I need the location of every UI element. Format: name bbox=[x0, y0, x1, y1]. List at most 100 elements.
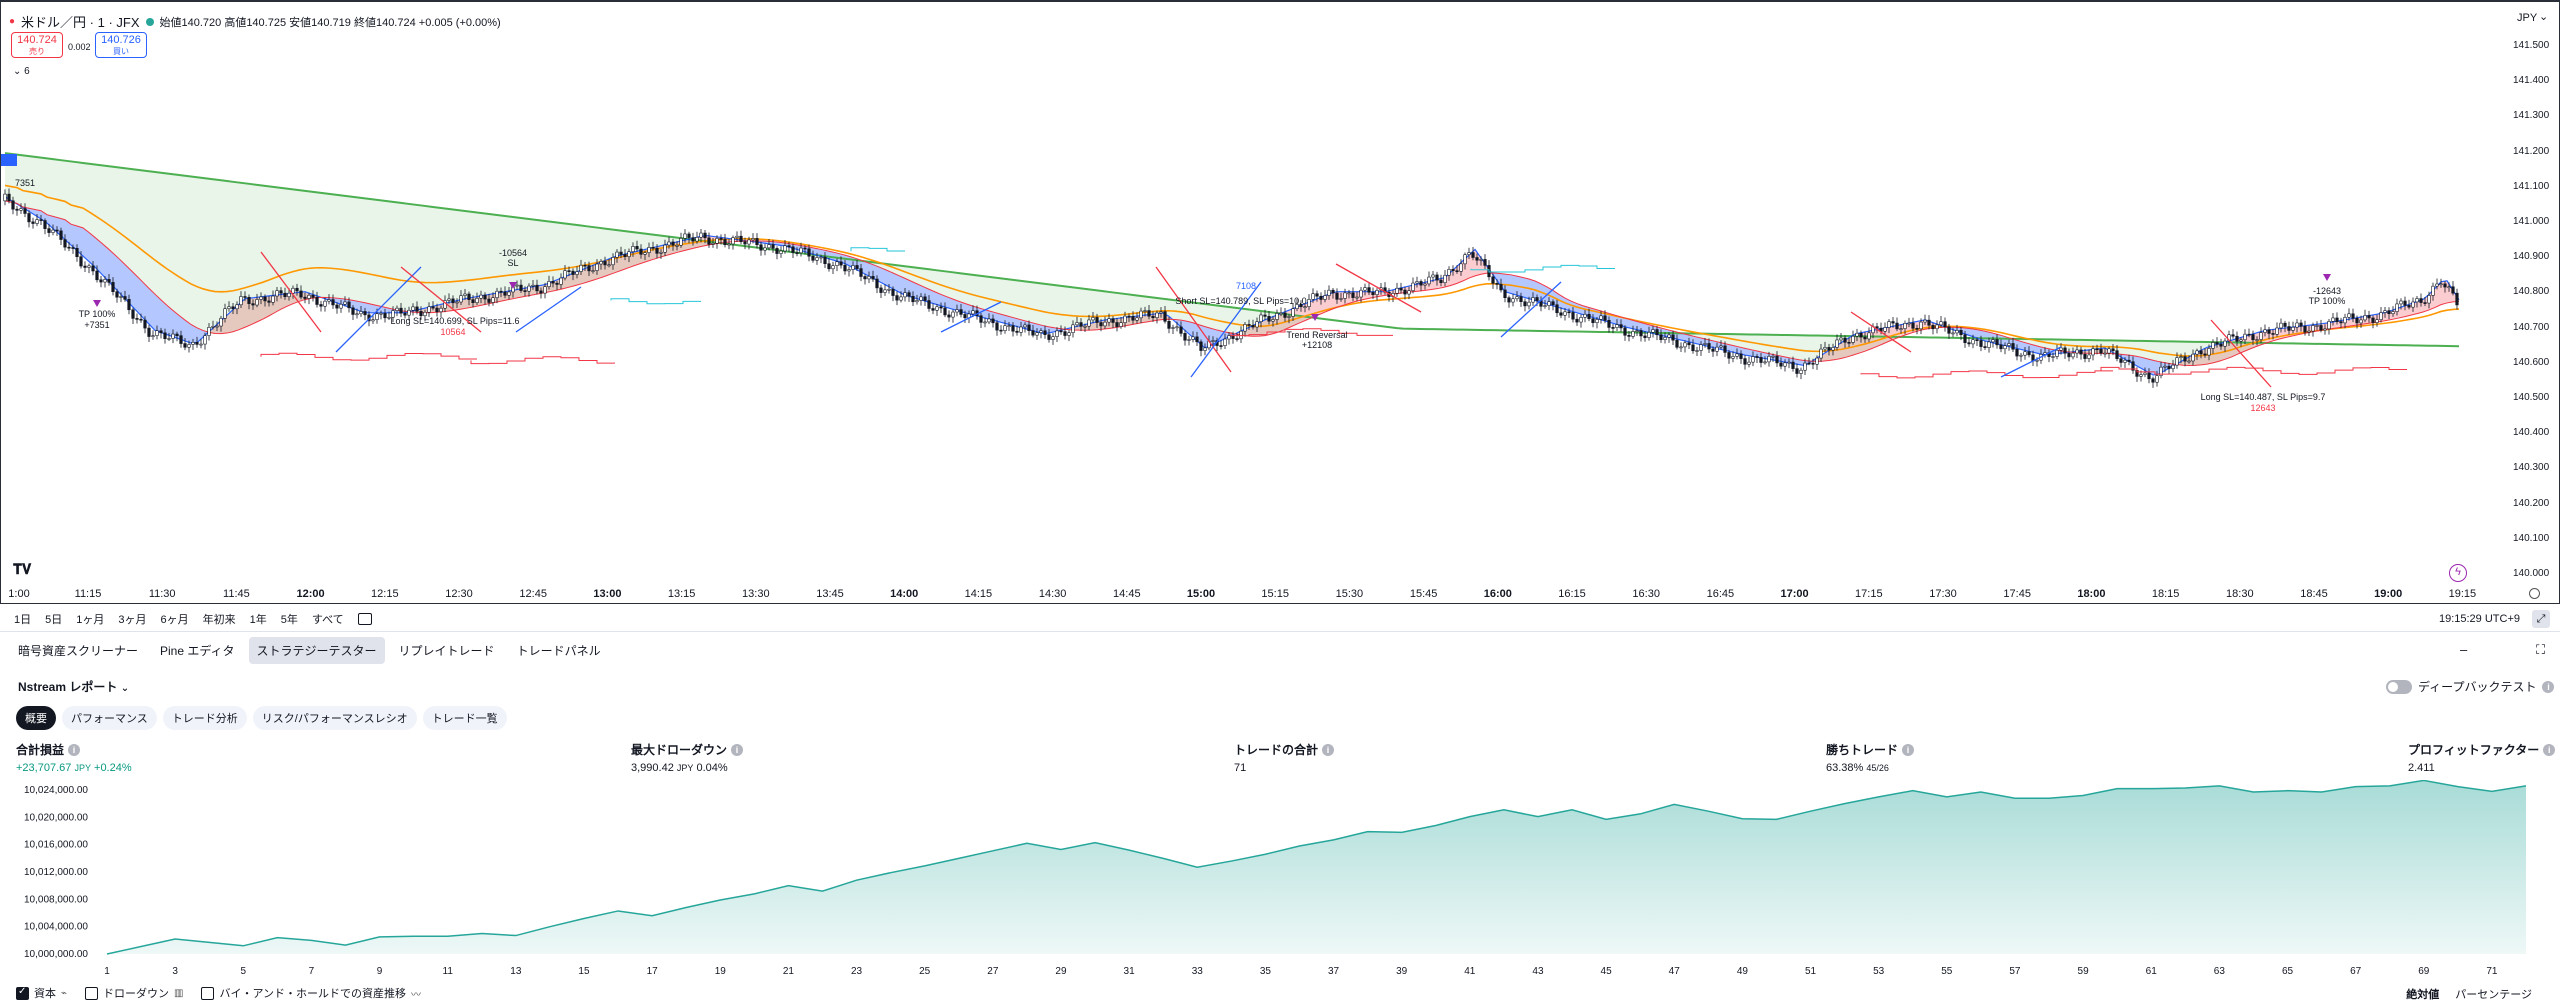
chevron-down-icon: ⌄ bbox=[13, 66, 22, 77]
range-ytd[interactable]: 年初来 bbox=[202, 613, 236, 626]
info-icon[interactable]: i bbox=[1322, 743, 1335, 756]
area-chart-icon: ⌁ bbox=[61, 987, 68, 999]
trade-annotation: Long SL=140.487, SL Pips=9.7 bbox=[2201, 392, 2326, 402]
equity-x-tick-label: 31 bbox=[1124, 966, 1136, 977]
clock-display[interactable]: 19:15:29 UTC+9 bbox=[2438, 613, 2520, 625]
sell-button[interactable]: 140.724 売り bbox=[11, 32, 63, 58]
equity-x-tick-label: 53 bbox=[1873, 966, 1885, 977]
exit-marker-icon bbox=[509, 282, 517, 289]
equity-x-tick-label: 27 bbox=[987, 966, 999, 977]
buy-button[interactable]: 140.726 買い bbox=[95, 32, 147, 58]
symbol-name[interactable]: 米ドル／円 · 1 · JFX bbox=[21, 15, 140, 30]
metric-label: 合計損益 bbox=[16, 743, 65, 757]
range-5y[interactable]: 5年 bbox=[280, 613, 298, 626]
chevron-down-icon[interactable]: ⌄ bbox=[2539, 11, 2549, 23]
subtab-trade-list[interactable]: トレード一覧 bbox=[422, 706, 507, 730]
range-1y[interactable]: 1年 bbox=[249, 613, 267, 626]
metric-profit-factor: プロフィットファクター i 2.411 bbox=[2408, 741, 2556, 774]
info-icon[interactable]: i bbox=[68, 743, 81, 756]
expand-icon[interactable]: ⤢ bbox=[2532, 610, 2550, 628]
minimize-icon[interactable]: – bbox=[2460, 642, 2468, 657]
equity-x-tick-label: 13 bbox=[510, 966, 522, 977]
info-icon[interactable]: i bbox=[731, 743, 744, 756]
price-tick-label: 140.000 bbox=[2513, 568, 2550, 579]
tab-crypto-screener[interactable]: 暗号資産スクリーナー bbox=[18, 643, 139, 658]
time-tick-label: 16:45 bbox=[1706, 588, 1735, 600]
metric-value: +23,707.67 bbox=[16, 762, 72, 774]
subtab-performance[interactable]: パフォーマンス bbox=[62, 706, 157, 730]
range-6m[interactable]: 6ヶ月 bbox=[160, 613, 189, 626]
equity-x-tick-label: 55 bbox=[1941, 966, 1953, 977]
metric-value: 2.411 bbox=[2408, 762, 2435, 774]
equity-chart[interactable]: 10,024,000.00 10,020,000.00 10,016,000.00 1… bbox=[0, 780, 2560, 980]
price-tick-label: 141.300 bbox=[2513, 110, 2550, 122]
percentage-toggle[interactable]: パーセンテージ bbox=[2455, 989, 2532, 1001]
tab-trading-panel[interactable]: トレードパネル bbox=[516, 643, 601, 658]
equity-line bbox=[106, 780, 2527, 955]
calendar-icon[interactable] bbox=[357, 612, 372, 625]
range-toolbar: 1日 5日 1ヶ月 3ヶ月 6ヶ月 年初来 1年 5年 すべて 19:15:29… bbox=[0, 606, 2560, 632]
equity-x-tick-label: 61 bbox=[2146, 966, 2158, 977]
lightning-icon[interactable]: ϟ bbox=[2449, 564, 2467, 582]
indicator-collapse-toggle[interactable]: ⌄ 6 bbox=[13, 66, 30, 77]
equity-x-tick-label: 43 bbox=[1532, 966, 1544, 977]
metric-value: 63.38% bbox=[1826, 762, 1864, 774]
range-all[interactable]: すべて bbox=[311, 613, 344, 626]
report-title[interactable]: Nstream レポート ⌄ bbox=[18, 678, 129, 695]
equity-checkbox[interactable]: 資本 ⌁ bbox=[16, 985, 67, 1001]
price-chart-pane[interactable]: 7351 TP 100% +7351 -10564 SL Long SL=140.699,… bbox=[0, 0, 2560, 604]
equity-y-tick-label: 10,000,000.00 bbox=[24, 949, 88, 960]
checkbox-icon[interactable] bbox=[85, 986, 99, 1000]
subtab-risk-ratios[interactable]: リスク/パフォーマンスレシオ bbox=[252, 706, 417, 730]
tab-pine-editor[interactable]: Pine エディタ bbox=[160, 643, 235, 658]
info-icon[interactable]: i bbox=[2543, 743, 2556, 756]
time-tick-label: 15:30 bbox=[1335, 588, 1364, 600]
time-tick-label: 19:15 bbox=[2448, 588, 2477, 600]
range-1d[interactable]: 1日 bbox=[14, 613, 32, 626]
bar-chart-icon: ▥ bbox=[174, 987, 184, 999]
range-3m[interactable]: 3ヶ月 bbox=[118, 613, 147, 626]
buy-hold-checkbox[interactable]: バイ・アンド・ホールドでの資産推移 〰 bbox=[201, 985, 421, 1001]
equity-x-tick-label: 39 bbox=[1396, 966, 1408, 977]
tradingview-logo-icon[interactable]: 𝐓𝐕 bbox=[13, 561, 32, 577]
metric-percent: +0.24% bbox=[94, 762, 132, 774]
deep-backtest-toggle[interactable]: ディープバックテスト i bbox=[2386, 678, 2555, 695]
trade-annotation: +12108 bbox=[1302, 340, 1332, 350]
subtab-overview[interactable]: 概要 bbox=[16, 706, 56, 730]
time-tick-label: 15:15 bbox=[1261, 588, 1289, 600]
trade-annotation: 12643 bbox=[2250, 403, 2275, 413]
toggle-switch[interactable] bbox=[2386, 679, 2412, 694]
equity-area bbox=[107, 780, 2526, 954]
price-tick-label: 140.800 bbox=[2513, 286, 2550, 298]
currency-label[interactable]: JPY bbox=[2517, 12, 2538, 24]
price-tick-label: 141.100 bbox=[2513, 180, 2550, 192]
chart-settings-icon[interactable] bbox=[2529, 588, 2540, 599]
drawdown-checkbox[interactable]: ドローダウン ▥ bbox=[85, 985, 183, 1001]
time-tick-label: 19:00 bbox=[2374, 588, 2403, 600]
equity-label: 資本 bbox=[34, 988, 56, 1000]
range-1m[interactable]: 1ヶ月 bbox=[76, 613, 105, 626]
info-icon[interactable]: i bbox=[1902, 743, 1915, 756]
symbol-legend: ● 米ドル／円 · 1 · JFX 始値140.720 高値140.725 安値… bbox=[9, 12, 501, 31]
tab-replay-trading[interactable]: リプレイトレード bbox=[398, 643, 495, 658]
range-5d[interactable]: 5日 bbox=[45, 613, 63, 626]
checkbox-checked-icon[interactable] bbox=[16, 986, 29, 1000]
time-tick-label: 16:30 bbox=[1632, 588, 1660, 600]
metric-currency: JPY bbox=[74, 763, 91, 773]
checkbox-icon[interactable] bbox=[201, 986, 215, 1000]
sell-price: 140.724 bbox=[17, 34, 57, 46]
price-tick-label: 141.200 bbox=[2513, 145, 2550, 157]
trade-annotation: 10564 bbox=[440, 327, 465, 337]
trade-annotation: Short SL=140.789, SL Pips=10.0 bbox=[1175, 296, 1306, 306]
trade-annotation: -12643 bbox=[2313, 286, 2341, 296]
tab-strategy-tester[interactable]: ストラテジーテスター bbox=[248, 636, 385, 664]
time-tick-label: 15:45 bbox=[1409, 588, 1438, 600]
absolute-toggle[interactable]: 絶対値 bbox=[2406, 989, 2440, 1001]
info-icon[interactable]: i bbox=[2542, 680, 2555, 693]
equity-x-tick-label: 51 bbox=[1805, 966, 1817, 977]
maximize-icon[interactable]: ⛶ bbox=[2536, 642, 2546, 657]
time-tick-label: 18:45 bbox=[2300, 588, 2328, 600]
subtab-trade-analysis[interactable]: トレード分析 bbox=[162, 706, 247, 730]
price-tick-label: 140.500 bbox=[2513, 392, 2550, 403]
